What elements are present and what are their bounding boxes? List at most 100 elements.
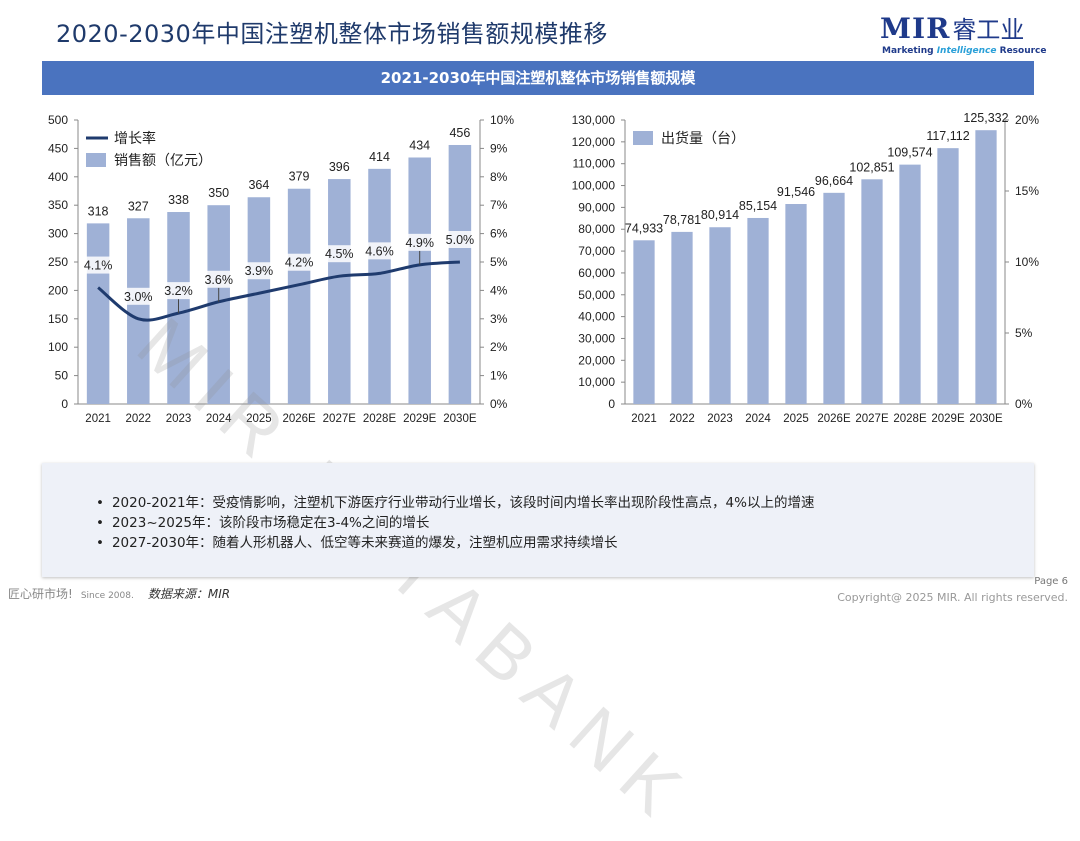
line-label-bg [321,245,358,263]
bar-value-label: 80,914 [701,208,739,222]
y-tick-label: 300 [48,227,68,241]
note-item: 2027-2030年：随着人形机器人、低空等未来赛道的爆发，注塑机应用需求持续增… [112,533,1034,553]
y-tick-label: 100,000 [572,179,616,193]
y-tick-label: 60,000 [578,266,615,280]
y-tick-label: 70,000 [578,244,615,258]
line-label-bg [80,256,117,274]
notes-box: 2020-2021年：受疫情影响，注塑机下游医疗行业带动行业增长，该段时间内增长… [42,463,1034,577]
y-tick-label: 30,000 [578,331,615,345]
footer-slogan: 匠心研市场! [8,587,73,601]
logo-subtitle: Marketing Intelligence Resource [882,46,1047,56]
y2-tick-label: 8% [490,170,508,184]
y-tick-label: 500 [48,113,68,127]
line-value-label: 3.0% [124,290,153,304]
y2-tick-label: 2% [490,340,508,354]
bar-value-label: 74,933 [625,221,663,235]
bar-value-label: 327 [128,199,149,213]
x-tick-label: 2028E [893,413,927,425]
bar-value-label: 456 [449,126,470,140]
bar [747,217,769,404]
line-value-label: 3.2% [164,284,193,298]
bar-value-label: 102,851 [849,160,894,174]
y-tick-label: 20,000 [578,353,615,367]
line-value-label: 4.9% [405,236,434,250]
logo-cn-text: 睿工业 [952,16,1025,44]
y-tick-label: 0 [608,397,615,411]
copyright: Copyright@ 2025 MIR. All rights reserved… [837,591,1068,604]
bar [328,179,351,404]
bar-value-label: 109,574 [887,146,932,160]
y-tick-label: 50 [55,369,69,383]
bar [709,227,731,404]
line-label-bg [120,287,157,305]
y2-tick-label: 7% [490,198,508,212]
logo-mir-text: MIR [880,12,951,45]
x-tick-label: 2026E [817,413,851,425]
y-tick-label: 90,000 [578,200,615,214]
footer-left: 匠心研市场! Since 2008. 数据来源：MIR [8,585,230,602]
legend-swatch-bar [86,153,106,167]
line-label-bg [361,242,398,260]
data-source: 数据来源：MIR [147,587,231,601]
y2-tick-label: 10% [1015,255,1039,269]
bar-value-label: 78,781 [663,213,701,227]
bar-value-label: 350 [208,186,229,200]
y-tick-label: 10,000 [578,375,615,389]
y-tick-label: 400 [48,170,68,184]
bar-value-label: 85,154 [739,199,777,213]
y-tick-label: 200 [48,283,68,297]
legend-label: 出货量（台） [661,130,745,146]
x-tick-label: 2024 [206,413,232,425]
line-label-bg [240,262,277,280]
x-tick-label: 2021 [85,413,111,425]
line-value-label: 4.6% [365,244,394,258]
y2-tick-label: 10% [490,113,514,127]
chart-banner: 2021-2030年中国注塑机整体市场销售额规模 [42,61,1034,95]
y-tick-label: 250 [48,255,68,269]
bar [408,157,431,404]
x-tick-label: 2029E [403,413,437,425]
y2-tick-label: 15% [1015,184,1039,198]
y-tick-label: 50,000 [578,288,615,302]
page-number: Page 6 [1034,576,1068,587]
bar [207,205,230,404]
line-value-label: 3.6% [204,273,233,287]
x-tick-label: 2030E [443,413,477,425]
line-label-bg [160,282,197,300]
y2-tick-label: 1% [490,369,508,383]
x-tick-label: 2021 [631,413,657,425]
y2-tick-label: 0% [490,397,508,411]
bar-value-label: 96,664 [815,174,853,188]
y-tick-label: 350 [48,198,68,212]
x-tick-label: 2023 [707,413,733,425]
note-item: 2023~2025年：该阶段市场稳定在3-4%之间的增长 [112,513,1034,533]
y2-tick-label: 4% [490,283,508,297]
line-label-bg [441,231,478,248]
y2-tick-label: 3% [490,312,508,326]
x-tick-label: 2027E [323,413,357,425]
bar [448,144,472,404]
bar [899,164,921,404]
shipment-chart: 0 10,000 20,000 30,000 40,000 50,000 60,000 70,… [572,111,1040,425]
y-tick-label: 100 [48,340,68,354]
bar [633,240,655,404]
bar [671,231,693,404]
y2-tick-label: 5% [1015,326,1033,340]
bar-value-label: 117,112 [926,129,969,143]
y2-tick-label: 6% [490,227,508,241]
y-tick-label: 110,000 [573,157,616,171]
bar-value-label: 91,546 [777,185,815,199]
bar-value-label: 434 [409,138,430,152]
y-tick-label: 130,000 [572,113,616,127]
bar-value-label: 338 [168,193,189,207]
page-title: 2020-2030年中国注塑机整体市场销售额规模推移 [56,20,608,48]
x-tick-label: 2030E [969,413,1003,425]
y-tick-label: 150 [48,312,68,326]
bar [368,168,391,404]
y2-tick-label: 5% [490,255,508,269]
bar [937,148,959,404]
x-tick-label: 2025 [783,413,809,425]
note-item: 2020-2021年：受疫情影响，注塑机下游医疗行业带动行业增长，该段时间内增长… [112,493,1034,513]
bar [287,188,311,404]
growth-line [97,260,461,322]
